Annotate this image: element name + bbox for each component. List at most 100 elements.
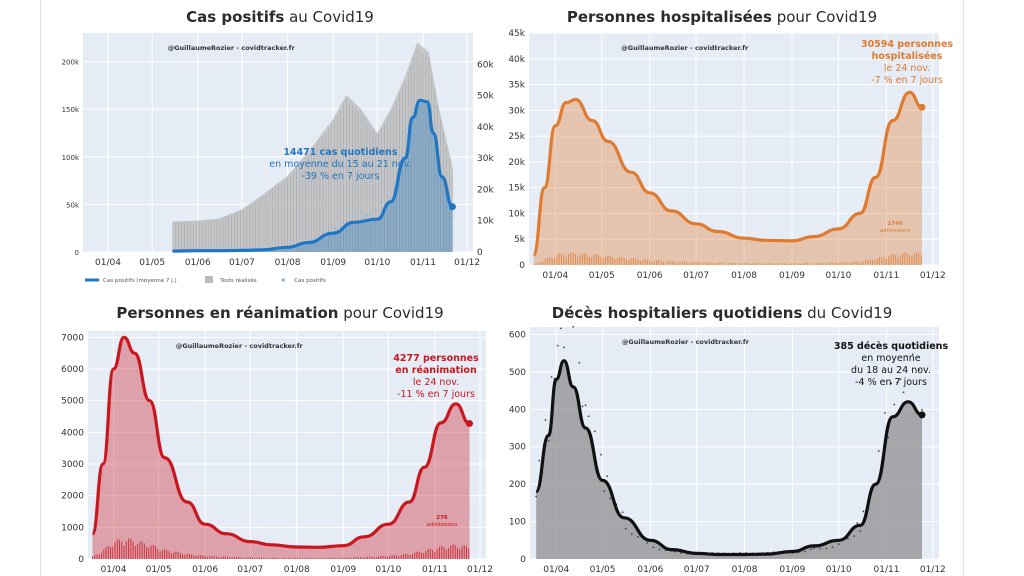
raw-point [339, 225, 342, 228]
raw-point [862, 510, 865, 513]
y-tick-label: 40k [508, 55, 525, 65]
y-tick-label: 6000 [61, 365, 84, 375]
raw-point [896, 381, 899, 384]
annotation-line: 14471 cas quotidiens [283, 147, 398, 158]
chart-title: Personnes hospitalisées pour Covid19 [567, 8, 877, 26]
raw-point [572, 325, 575, 328]
y-right-tick-label: 0 [477, 248, 483, 258]
x-tick-label: 01/06 [185, 258, 211, 268]
raw-point [893, 403, 896, 406]
raw-point [566, 308, 568, 311]
x-tick-label: 01/11 [422, 565, 448, 575]
y-tick-label: 3000 [61, 460, 84, 470]
raw-point [380, 201, 383, 204]
series-line [172, 98, 454, 253]
x-tick-label: 01/05 [589, 271, 615, 281]
x-tick-label: 01/04 [95, 258, 121, 268]
y-tick-label: 600 [509, 330, 526, 340]
y-tick-label: 5000 [61, 397, 84, 407]
chart-title-bold: Décès hospitaliers quotidiens [552, 304, 803, 322]
raw-point [902, 391, 905, 394]
y-right-tick-label: 10k [477, 217, 494, 227]
raw-point [630, 533, 633, 536]
annotation-line: -7 % en 7 jours [871, 75, 943, 86]
raw-point [637, 535, 639, 538]
series-line [90, 335, 471, 549]
raw-point [369, 212, 371, 215]
x-tick-label: 01/06 [192, 565, 218, 575]
source-label: @GuillaumeRozier - covidtracker.fr [176, 342, 304, 350]
raw-point [410, 154, 413, 157]
raw-point [363, 216, 365, 219]
admissions-note: admissions [427, 522, 458, 528]
raw-point [430, 166, 433, 169]
raw-point [354, 210, 357, 213]
y-right-tick-label: 30k [477, 154, 494, 164]
raw-point [298, 245, 301, 248]
x-tick-label: 01/11 [873, 271, 899, 281]
raw-point [535, 495, 538, 498]
raw-point [392, 188, 395, 191]
raw-point [547, 439, 550, 442]
y-right-tick-label: 40k [477, 123, 494, 133]
raw-point [884, 412, 886, 414]
annotation-line: -11 % en 7 jours [397, 389, 475, 400]
y-tick-label: 5k [514, 235, 526, 245]
raw-point [436, 187, 439, 189]
x-tick-label: 01/05 [139, 258, 165, 268]
raw-point [360, 211, 363, 214]
raw-point [603, 490, 605, 493]
x-tick-label: 01/12 [920, 271, 946, 281]
x-tick-label: 01/12 [920, 565, 946, 575]
raw-point [847, 537, 849, 540]
raw-point [921, 408, 923, 411]
y-tick-label: 15k [508, 184, 525, 194]
raw-point [581, 405, 584, 408]
raw-point [401, 155, 404, 158]
chart-title-rest: pour Covid19 [338, 304, 443, 322]
last-point-marker [465, 420, 473, 428]
raw-point [658, 548, 661, 551]
raw-point [324, 237, 327, 240]
y-right-tick-label: 60k [477, 60, 494, 70]
source-label: @GuillaumeRozier - covidtracker.fr [168, 44, 296, 52]
series-area [172, 100, 453, 252]
y-tick-label: 25k [508, 132, 525, 142]
y-tick-label: 200 [509, 480, 526, 490]
y-tick-label: 500 [509, 368, 526, 378]
chart-cases: Cas positifs au Covid19 0 50k 100k 150k 200k 0… [62, 8, 495, 284]
raw-point [386, 195, 389, 198]
x-tick-label: 01/07 [684, 565, 710, 575]
admissions-note: admissions [880, 228, 911, 234]
y-tick-label: 7000 [61, 333, 84, 343]
raw-point [825, 547, 828, 550]
series-area [533, 92, 922, 265]
annotation-line: le 24 nov. [884, 63, 930, 74]
raw-point [600, 453, 602, 456]
y-tick-label: 30k [508, 106, 525, 116]
x-tick-label: 01/06 [637, 271, 663, 281]
raw-point [556, 344, 559, 347]
chart-title-bold: Personnes en réanimation [116, 304, 338, 322]
raw-point [652, 546, 655, 549]
raw-point [621, 511, 624, 514]
raw-point [550, 376, 553, 378]
annotation-line: le 24 nov. [413, 377, 459, 388]
chart-title: Personnes en réanimation pour Covid19 [116, 304, 443, 322]
y-tick-label: 10k [508, 209, 525, 219]
series-tests-area [172, 42, 453, 252]
raw-point [333, 227, 336, 230]
raw-point [609, 497, 612, 500]
annotation-line: 4277 personnes [393, 353, 479, 364]
x-tick-label: 01/07 [237, 565, 263, 575]
x-tick-label: 01/12 [467, 565, 493, 575]
x-tick-label: 01/07 [683, 271, 709, 281]
raw-point [327, 230, 330, 232]
raw-point [680, 552, 683, 554]
annotation-line: en réanimation [395, 365, 477, 376]
raw-point [563, 346, 565, 349]
raw-point [374, 209, 377, 211]
raw-point [593, 430, 596, 433]
raw-point [606, 475, 609, 478]
